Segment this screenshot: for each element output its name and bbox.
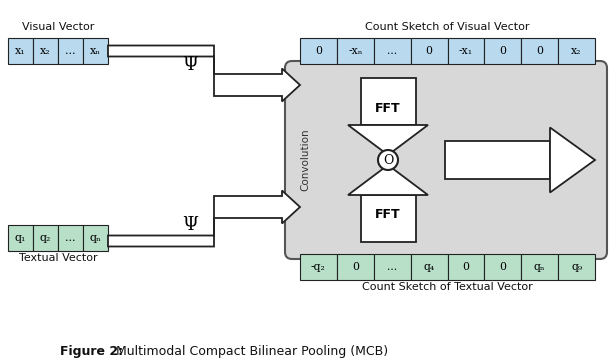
Text: ...: ... (387, 46, 397, 56)
Text: Convolution: Convolution (300, 129, 310, 191)
Text: Multimodal Compact Bilinear Pooling (MCB): Multimodal Compact Bilinear Pooling (MCB… (112, 345, 388, 359)
Text: 0: 0 (499, 262, 506, 272)
Bar (411, 38, 447, 64)
Text: 0: 0 (499, 46, 506, 56)
Text: x₂: x₂ (40, 46, 51, 56)
Bar (484, 254, 521, 280)
Bar (33, 38, 58, 64)
Text: Count Sketch of Textual Vector: Count Sketch of Textual Vector (362, 282, 533, 292)
Bar (558, 38, 595, 64)
FancyBboxPatch shape (285, 61, 607, 259)
Text: 0: 0 (425, 46, 433, 56)
Text: -xₙ: -xₙ (348, 46, 362, 56)
Text: q₁: q₁ (15, 233, 26, 243)
Polygon shape (108, 190, 300, 246)
Text: ...: ... (65, 46, 76, 56)
Polygon shape (348, 125, 428, 155)
Text: q₉: q₉ (571, 262, 582, 272)
Text: x₁: x₁ (15, 46, 26, 56)
Bar (374, 38, 411, 64)
Bar (360, 195, 416, 242)
Bar (300, 38, 337, 64)
Bar (337, 254, 374, 280)
Polygon shape (108, 46, 300, 102)
Text: qₙ: qₙ (534, 262, 545, 272)
Text: Visual Vector: Visual Vector (22, 22, 94, 32)
Polygon shape (348, 165, 428, 195)
Bar (521, 38, 558, 64)
Text: 0: 0 (463, 262, 469, 272)
Text: Count Sketch of Visual Vector: Count Sketch of Visual Vector (365, 22, 530, 32)
Text: q₄: q₄ (424, 262, 435, 272)
Bar (411, 254, 447, 280)
Bar (8, 38, 33, 64)
Text: -x₁: -x₁ (459, 46, 473, 56)
Bar (58, 225, 83, 251)
Bar (83, 38, 108, 64)
Text: 0: 0 (315, 46, 322, 56)
Text: x₂: x₂ (572, 46, 582, 56)
Bar (445, 141, 550, 179)
Text: Ψ: Ψ (182, 216, 198, 234)
Text: qₙ: qₙ (89, 233, 102, 243)
Bar (337, 38, 374, 64)
Text: Figure 2:: Figure 2: (60, 345, 123, 359)
Bar (484, 38, 521, 64)
Bar (58, 38, 83, 64)
Text: ...: ... (65, 233, 76, 243)
Bar (521, 254, 558, 280)
Bar (8, 225, 33, 251)
Polygon shape (550, 127, 595, 193)
Bar (300, 254, 337, 280)
Text: Textual Vector: Textual Vector (19, 253, 97, 263)
Circle shape (378, 150, 398, 170)
Bar (558, 254, 595, 280)
Text: FFT: FFT (375, 209, 401, 222)
Text: ...: ... (387, 262, 397, 272)
Text: q₂: q₂ (40, 233, 51, 243)
Bar (447, 38, 484, 64)
Bar (447, 254, 484, 280)
Text: xₙ: xₙ (90, 46, 101, 56)
Text: Ψ: Ψ (182, 56, 198, 74)
Text: 0: 0 (352, 262, 359, 272)
Text: 0: 0 (536, 46, 543, 56)
Text: FFT: FFT (375, 102, 401, 115)
Bar (360, 78, 416, 125)
Text: -q₂: -q₂ (311, 262, 326, 272)
Bar (374, 254, 411, 280)
Text: O: O (383, 154, 393, 166)
Bar (33, 225, 58, 251)
Bar (83, 225, 108, 251)
